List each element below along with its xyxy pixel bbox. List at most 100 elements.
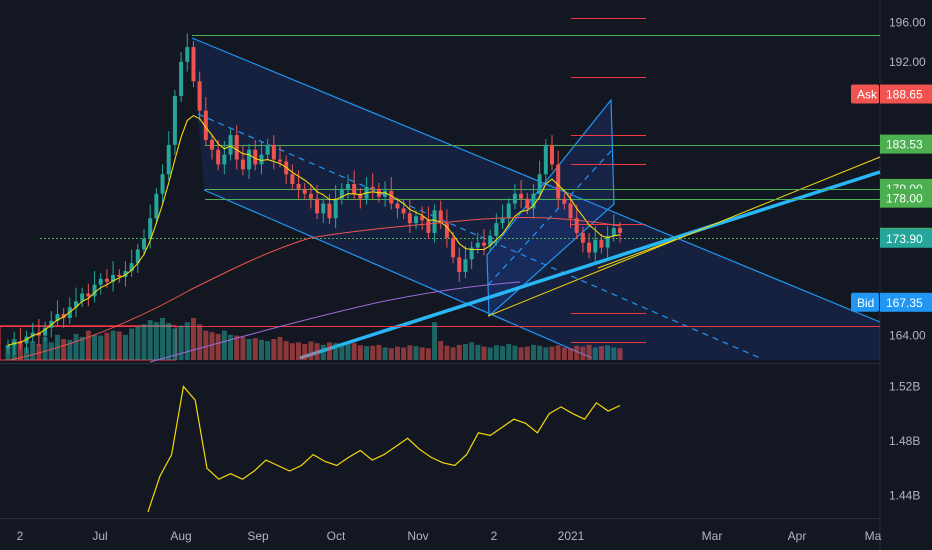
candle[interactable] [222,154,227,165]
candle[interactable] [488,235,493,246]
candle[interactable] [216,149,221,165]
candle[interactable] [389,190,394,204]
candle[interactable] [414,216,418,224]
candle[interactable] [197,81,202,111]
candle[interactable] [61,314,66,318]
candle[interactable] [210,140,214,150]
candle[interactable] [438,210,443,224]
candle[interactable] [247,149,252,170]
candle[interactable] [234,135,239,160]
candle[interactable] [395,203,400,209]
yellow-trendline[interactable] [487,156,881,317]
candle[interactable] [129,263,134,272]
candle[interactable] [166,144,171,175]
candle[interactable] [321,203,326,214]
candle[interactable] [519,193,524,199]
candle[interactable] [142,238,146,250]
candle[interactable] [74,301,78,308]
candle[interactable] [271,144,276,160]
channel-lower-line[interactable] [203,189,593,359]
candle[interactable] [463,259,468,272]
candle[interactable] [43,327,48,336]
candle[interactable] [80,293,85,302]
ascending-channel-midline[interactable] [487,149,613,286]
candle[interactable] [574,218,579,233]
ascending-channel[interactable] [486,98,615,318]
candle[interactable] [556,164,561,199]
candle[interactable] [383,190,388,197]
candle[interactable] [599,239,604,248]
candle[interactable] [117,274,122,277]
candle[interactable] [482,242,486,246]
candle[interactable] [358,193,363,199]
candle[interactable] [506,203,511,219]
candle[interactable] [86,293,91,297]
candle[interactable] [457,257,462,272]
time-axis[interactable]: 2 Jul Aug Sep Oct Nov 2 2021 Mar Apr Ma [17,529,882,543]
candle[interactable] [172,96,177,145]
candle[interactable] [605,235,610,248]
candle[interactable] [525,198,530,209]
candle[interactable] [259,154,264,165]
candle[interactable] [426,220,431,233]
candle[interactable] [30,332,35,337]
candle[interactable] [580,232,585,243]
candle[interactable] [265,144,270,155]
candle[interactable] [191,47,196,82]
candle[interactable] [611,228,616,236]
candle[interactable] [370,186,375,189]
candle[interactable] [135,249,140,264]
candle[interactable] [494,223,499,236]
candle[interactable] [302,188,307,194]
candle[interactable] [123,271,128,277]
candle[interactable] [333,198,338,219]
candle[interactable] [308,193,313,199]
candle[interactable] [315,198,320,214]
candle[interactable] [562,198,567,204]
channel-upper-line[interactable] [191,37,881,323]
candle[interactable] [104,278,109,282]
candle[interactable] [203,110,208,140]
candle[interactable] [148,218,153,239]
candle[interactable] [228,135,233,155]
candle[interactable] [618,228,622,233]
candle[interactable] [6,345,10,349]
candle[interactable] [537,174,542,194]
candle[interactable] [401,208,406,214]
candle[interactable] [111,274,116,282]
candle[interactable] [543,144,548,175]
candle[interactable] [179,61,184,96]
candle[interactable] [253,149,258,165]
candle[interactable] [98,278,103,285]
candle[interactable] [531,193,536,209]
candle[interactable] [278,159,282,162]
candle[interactable] [240,159,245,170]
candle[interactable] [593,239,598,253]
candle[interactable] [469,247,474,260]
candle[interactable] [346,184,350,189]
candle[interactable] [451,237,456,258]
candle[interactable] [296,184,301,189]
candle[interactable] [290,174,295,184]
candle[interactable] [587,242,592,253]
candle[interactable] [352,184,357,194]
candle[interactable] [55,314,60,321]
candle[interactable] [407,213,412,224]
candle[interactable] [550,144,554,165]
candle[interactable] [475,242,480,248]
candle[interactable] [432,210,437,233]
yellow-trendline-2[interactable] [597,237,681,269]
candle[interactable] [92,284,97,297]
candle[interactable] [420,216,425,221]
candle[interactable] [444,223,449,238]
candle[interactable] [327,203,332,219]
candle[interactable] [154,193,159,219]
candle[interactable] [339,188,344,199]
channel-midline[interactable] [197,113,761,359]
candle[interactable] [500,218,505,224]
candle[interactable] [185,47,190,62]
price-axis[interactable]: 196.00 192.00 164.00 [889,16,926,343]
candle[interactable] [512,193,517,204]
candle[interactable] [160,174,165,194]
